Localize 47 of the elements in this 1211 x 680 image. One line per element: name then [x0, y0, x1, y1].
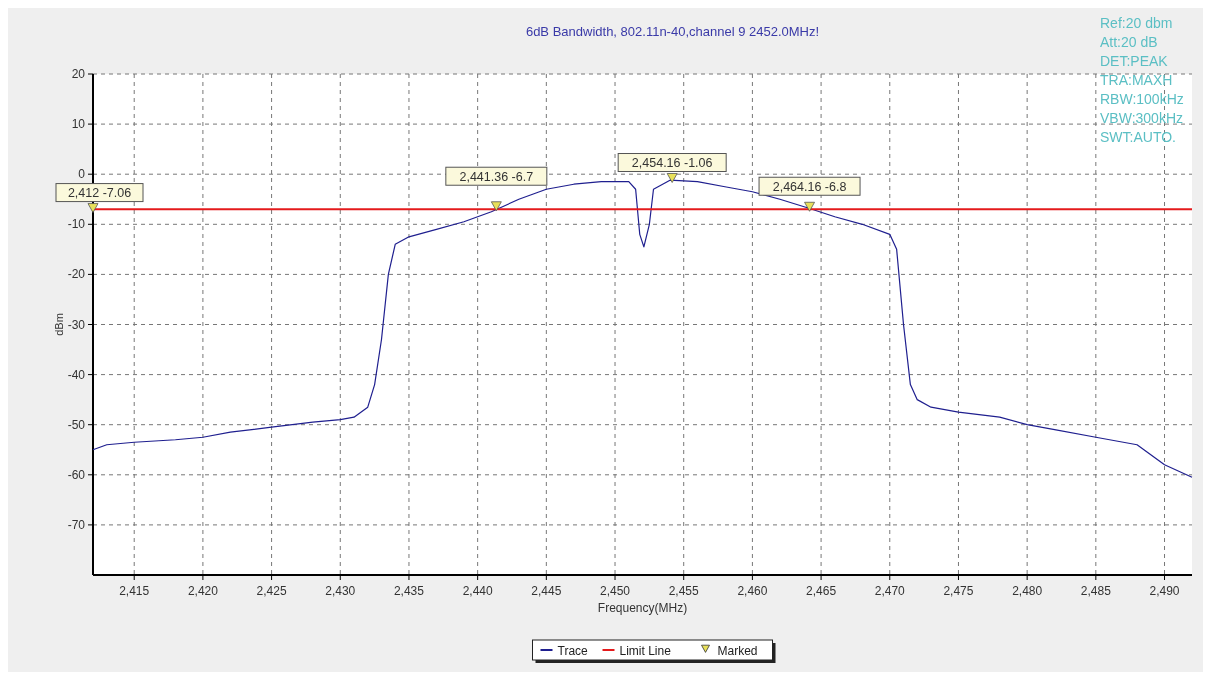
- y-tick-label: 10: [71, 117, 86, 132]
- x-tick-label: 2,425: [256, 584, 287, 598]
- text: Att:20 dB: [1100, 34, 1158, 50]
- point: [804, 201, 815, 212]
- text: Ref:20 dbm: [1100, 15, 1173, 31]
- chart-title: 6dB Bandwidth, 802.11n-40,channel 9 2452.0MHz!: [525, 24, 820, 39]
- x-tick-label: 2,490: [1149, 584, 1180, 598]
- annotation: RBW:100kHz: [1100, 91, 1184, 107]
- x-tick-label: 2,440: [462, 584, 493, 598]
- annotation: TRA:MAXH: [1100, 72, 1173, 88]
- y-tick-label: 0: [78, 167, 86, 182]
- x-tick-label: 2,480: [1012, 584, 1043, 598]
- y-axis-title: dBm: [53, 313, 65, 336]
- x-tick-label: 2,445: [531, 584, 562, 598]
- x-tick-label: 2,415: [119, 584, 150, 598]
- data-label: 2,441.36 -6.7: [459, 169, 534, 184]
- y-tick-label: -40: [67, 367, 86, 382]
- data-label: 2,454.16 -1.06: [631, 156, 713, 171]
- legend-label: Marked: [717, 643, 758, 658]
- x-tick-label: 2,450: [600, 584, 631, 598]
- annotation: SWT:AUTO.: [1100, 129, 1176, 145]
- x-tick-label: 2,430: [325, 584, 356, 598]
- point: [666, 173, 678, 183]
- x-tick-label: 2,475: [943, 584, 974, 598]
- y-tick-label: -50: [67, 417, 86, 432]
- legend-label: Trace: [557, 643, 589, 658]
- point: [87, 203, 99, 213]
- text: DET:PEAK: [1100, 53, 1169, 69]
- x-tick-label: 2,435: [393, 584, 425, 598]
- x-tick-label: 2,420: [187, 584, 219, 598]
- point: [490, 201, 502, 212]
- x-tick-label: 2,485: [1080, 584, 1112, 598]
- legend-label: Limit Line: [619, 643, 672, 658]
- data-label: 2,464.16 -6.8: [772, 179, 847, 194]
- y-tick-label: -20: [67, 267, 86, 282]
- x-axis-title: Frequency(MHz): [597, 601, 688, 615]
- y-tick-label: -30: [67, 317, 86, 332]
- x-tick-label: 2,470: [874, 584, 906, 598]
- y-tick-label: -10: [67, 217, 86, 232]
- annotation: VBW:300kHz: [1100, 110, 1183, 126]
- x-tick-label: 2,455: [668, 584, 700, 598]
- x-tick-label: 2,460: [737, 584, 768, 598]
- y-tick-label: -70: [67, 517, 86, 532]
- y-tick-label: -60: [67, 467, 86, 482]
- y-tick-label: 20: [71, 67, 86, 81]
- x-tick-label: 2,465: [806, 584, 837, 598]
- data-label: 2,412 -7.06: [67, 186, 132, 201]
